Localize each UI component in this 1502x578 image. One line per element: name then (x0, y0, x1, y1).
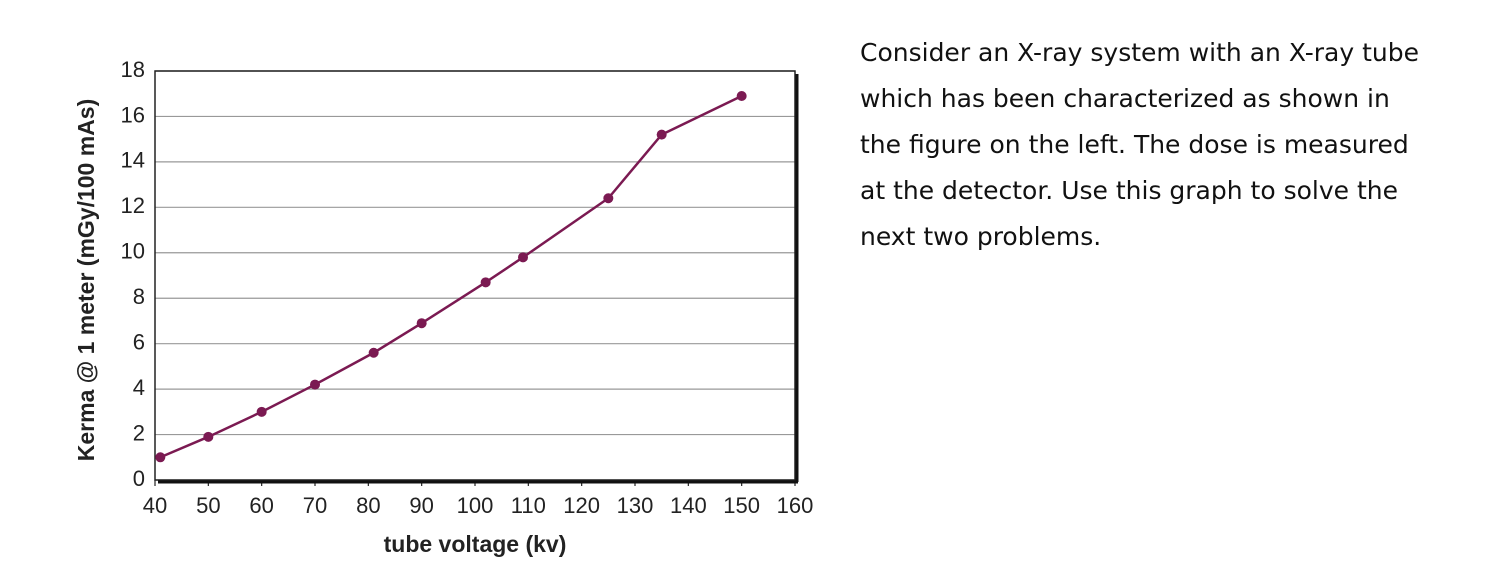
y-tick-label: 2 (133, 420, 145, 445)
data-point (736, 90, 747, 101)
data-point (480, 277, 491, 288)
y-tick-label: 10 (121, 239, 145, 264)
paragraph-line: the figure on the left. The dose is meas… (860, 130, 1409, 159)
data-point (368, 347, 379, 358)
y-tick-label: 8 (133, 284, 145, 309)
data-point (603, 193, 614, 204)
data-point (310, 379, 320, 390)
y-tick-label: 6 (133, 329, 145, 354)
y-tick-label: 12 (121, 193, 145, 218)
x-axis-label: tube voltage (kv) (384, 531, 567, 557)
y-tick-label: 16 (121, 102, 145, 127)
data-point (155, 452, 166, 463)
x-tick-label: 140 (670, 493, 707, 518)
data-point (416, 318, 427, 329)
paragraph-line: which has been characterized as shown in (860, 84, 1390, 113)
data-point (518, 252, 528, 263)
x-tick-label: 100 (457, 493, 494, 518)
data-point (203, 431, 214, 442)
data-point (256, 406, 267, 417)
paragraph-line: at the detector. Use this graph to solve… (860, 176, 1399, 205)
series-line (159, 94, 743, 459)
y-tick-label: 4 (133, 375, 145, 400)
x-tick-label: 110 (511, 493, 546, 518)
plot-frame (154, 70, 796, 481)
y-tick-label: 14 (121, 148, 145, 173)
chart: Kerma @ 1 meter (mGy/100 mAs) tube volta… (73, 57, 814, 557)
y-axis-label: Kerma @ 1 meter (mGy/100 mAs) (73, 99, 99, 461)
x-tick-label: 160 (777, 493, 814, 518)
x-tick-label: 40 (143, 493, 167, 518)
paragraph: Consider an X-ray system with an X-ray t… (860, 30, 1480, 260)
x-tick-label: 90 (409, 493, 433, 518)
x-tick-label: 80 (356, 493, 380, 518)
y-tick-label: 0 (133, 466, 145, 491)
y-tick-label: 18 (121, 57, 145, 82)
x-tick-label: 50 (196, 493, 220, 518)
paragraph-line: Consider an X-ray system with an X-ray t… (860, 38, 1419, 67)
x-tick-label: 70 (303, 493, 327, 518)
x-tick-label: 120 (563, 493, 600, 518)
x-tick-label: 60 (249, 493, 273, 518)
data-point (656, 129, 667, 140)
x-tick-label: 150 (723, 493, 760, 518)
paragraph-line: next two problems. (860, 222, 1102, 251)
x-tick-label: 130 (617, 493, 654, 518)
